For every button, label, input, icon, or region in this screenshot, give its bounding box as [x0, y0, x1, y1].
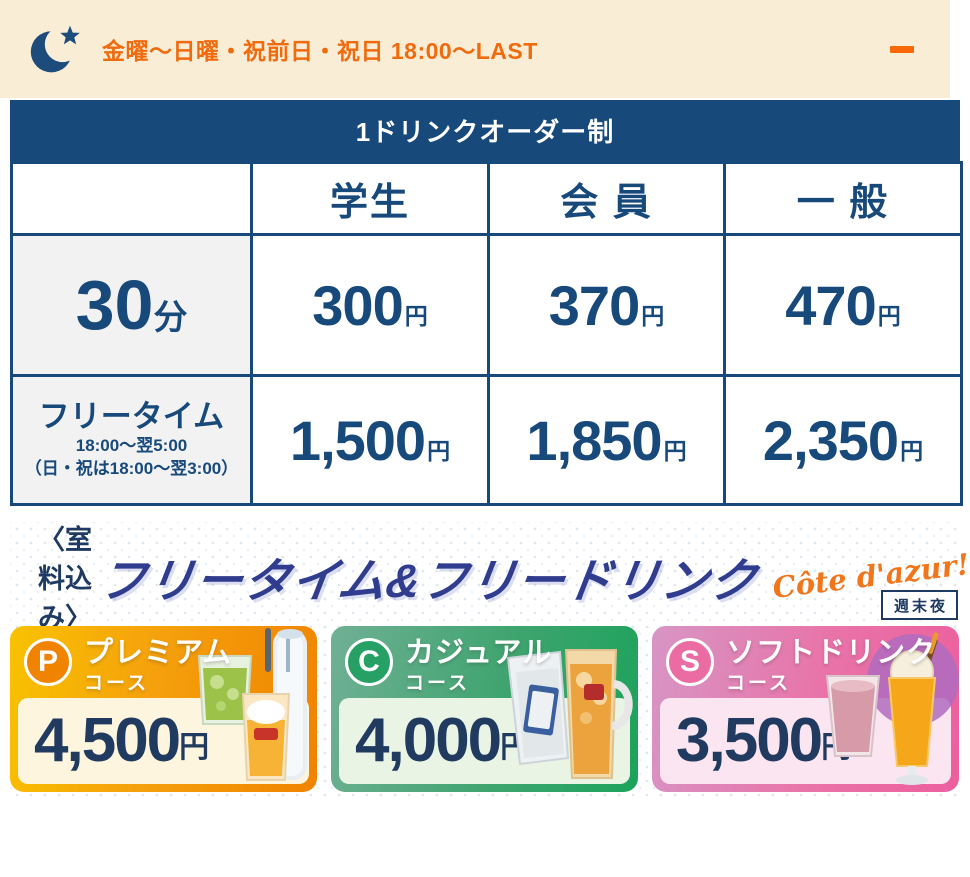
price-cell-30min-student: 300 円	[250, 233, 490, 377]
softdrink-initial-badge: S	[666, 638, 714, 686]
currency-label: 円	[821, 731, 852, 765]
premium-price-panel: 4,500 円	[18, 698, 309, 784]
currency-label: 円	[179, 731, 210, 765]
freetime-hours: 18:00〜翌5:00	[75, 435, 188, 455]
collapse-minus-icon[interactable]	[890, 46, 914, 53]
currency-label: 円	[877, 302, 901, 329]
column-header-student: 学生	[250, 161, 490, 236]
price-value: 2,350	[762, 408, 899, 472]
course-price: 4,500	[34, 705, 181, 775]
course-card-premium: P プレミアム コース 4,500 円	[10, 626, 317, 792]
course-name: カジュアル	[405, 637, 553, 669]
course-type: コース	[726, 673, 792, 695]
premium-card-header: P プレミアム コース	[24, 638, 309, 696]
duration-unit: 分	[153, 299, 188, 337]
currency-label: 円	[663, 437, 687, 464]
freetime-note: （日・祝は18:00〜翌3:00）	[24, 458, 239, 478]
price-value: 1,500	[289, 408, 426, 472]
currency-label: 円	[427, 437, 451, 464]
casual-initial-badge: C	[345, 638, 393, 686]
course-card-softdrink: S ソフトドリンク コース 3,500 円	[652, 626, 959, 792]
price-cell-30min-member: 370 円	[487, 233, 726, 377]
currency-label: 円	[404, 302, 428, 329]
price-value: 370	[548, 273, 640, 337]
accordion-label: 金曜〜日曜・祝前日・祝日 18:00〜LAST	[102, 38, 538, 64]
duration-cell-freetime: フリータイム 18:00〜翌5:00 （日・祝は18:00〜翌3:00）	[10, 374, 253, 506]
column-header-member: 会 員	[487, 161, 726, 236]
price-cell-30min-general: 470 円	[723, 233, 963, 377]
casual-card-header: C カジュアル コース	[345, 638, 630, 696]
drink-policy-banner: 1ドリンクオーダー制	[10, 100, 960, 161]
casual-price-panel: 4,000 円	[339, 698, 630, 784]
promo-title: フリータイム&フリードリンク	[95, 553, 762, 607]
column-header-general: 一 般	[723, 161, 963, 236]
freetime-title: フリータイム	[38, 399, 225, 435]
column-header-blank	[10, 161, 253, 236]
table-row-freetime: フリータイム 18:00〜翌5:00 （日・祝は18:00〜翌3:00） 1,5…	[10, 374, 963, 506]
price-table: 学生 会 員 一 般 30分 300 円 370 円 470 円 フリータイム 18:…	[10, 161, 963, 506]
softdrink-price-panel: 3,500 円	[660, 698, 951, 784]
course-type: コース	[84, 673, 150, 695]
course-name: ソフトドリンク	[726, 637, 937, 669]
price-cell-freetime-general: 2,350 円	[723, 374, 963, 506]
moon-icon	[28, 21, 84, 77]
duration-value: 30	[75, 266, 154, 344]
pricing-table-section: 1ドリンクオーダー制 学生 会 員 一 般 30分 300 円 370 円 470 円	[10, 100, 963, 506]
promo-section: 〈室料込み〉 フリータイム&フリードリンク Côte d'azur! 週末夜 P…	[10, 522, 970, 800]
accordion-header[interactable]: 金曜〜日曜・祝前日・祝日 18:00〜LAST	[0, 0, 950, 98]
table-header-row: 学生 会 員 一 般	[10, 161, 963, 236]
table-row-30min: 30分 300 円 370 円 470 円	[10, 233, 963, 377]
price-value: 300	[312, 273, 403, 337]
duration-cell-30min: 30分	[10, 233, 253, 377]
softdrink-card-header: S ソフトドリンク コース	[666, 638, 951, 696]
course-name: プレミアム	[84, 637, 232, 669]
currency-label: 円	[900, 437, 924, 464]
room-fee-note: 〈室料込み〉	[38, 524, 92, 633]
course-cards-row: P プレミアム コース 4,500 円	[10, 626, 960, 792]
price-value: 470	[785, 273, 876, 337]
price-cell-freetime-student: 1,500 円	[250, 374, 490, 506]
currency-label: 円	[500, 731, 531, 765]
premium-initial-badge: P	[24, 638, 72, 686]
course-price: 3,500	[676, 705, 823, 775]
course-price: 4,000	[355, 705, 502, 775]
promo-title-row: 〈室料込み〉 フリータイム&フリードリンク Côte d'azur! 週末夜	[10, 525, 970, 633]
course-card-casual: C カジュアル コース 4,000 円	[331, 626, 638, 792]
price-value: 1,850	[526, 408, 662, 472]
price-cell-freetime-member: 1,850 円	[487, 374, 726, 506]
weekend-night-badge: 週末夜	[880, 590, 958, 620]
course-type: コース	[405, 673, 471, 695]
currency-label: 円	[641, 302, 665, 329]
